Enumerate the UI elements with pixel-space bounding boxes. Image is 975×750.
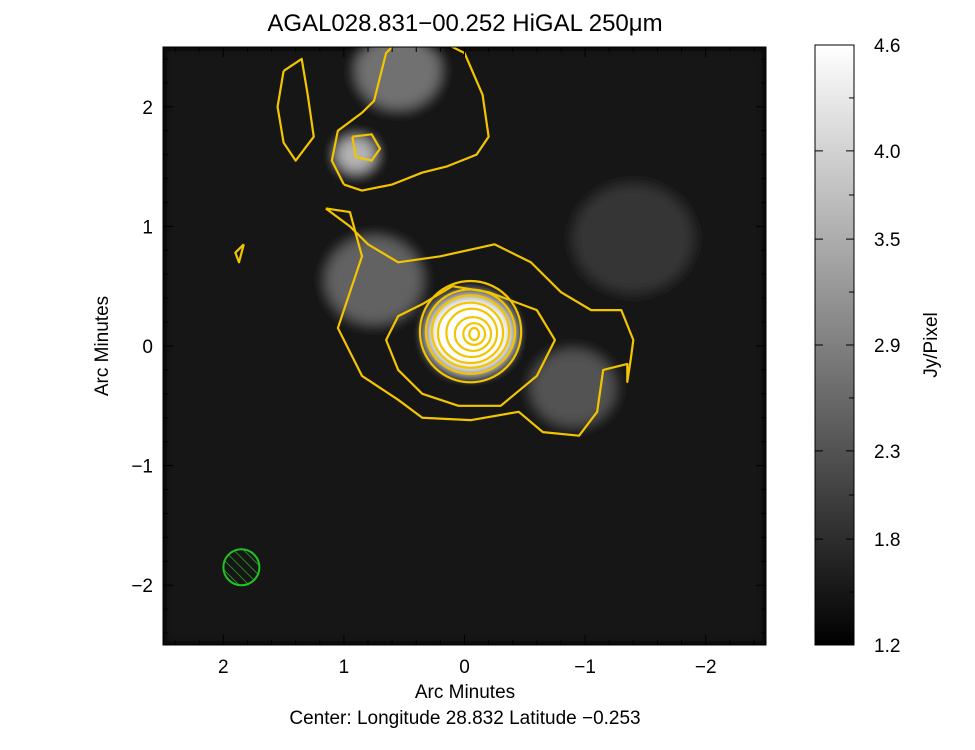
beam-layer <box>222 548 261 587</box>
x-axis-label: Arc Minutes <box>415 682 515 703</box>
heatmap-image <box>163 47 766 645</box>
contour-level <box>445 307 499 359</box>
contour-level <box>468 326 481 342</box>
contour-outer <box>325 207 635 437</box>
y-tick-label: 2 <box>142 98 153 119</box>
x-tick-label: −2 <box>695 657 717 678</box>
heatmap-feature <box>530 349 616 426</box>
chart-subtitle: Center: Longitude 28.832 Latitude −0.253 <box>289 708 640 729</box>
plot-area: 2 1 0 −1 −2 2 1 0 −1 −2 <box>131 46 767 678</box>
colorbar-tick-label: 2.3 <box>874 442 900 463</box>
x-tick-label: 1 <box>339 657 350 678</box>
x-tick-label: 2 <box>218 657 229 678</box>
heatmap-feature <box>355 47 441 109</box>
contour-level <box>424 288 517 375</box>
heatmap-feature <box>428 296 513 373</box>
colorbar-tick-label: 1.8 <box>874 530 900 551</box>
colorbar-tick-label: 4.6 <box>874 36 900 57</box>
contour-small <box>234 243 245 264</box>
colorbar-tick-label: 1.2 <box>874 636 900 657</box>
contour-level <box>430 294 511 369</box>
colorbar-tick-label: 3.5 <box>874 230 900 251</box>
contour-level <box>418 279 523 384</box>
y-tick-label: 1 <box>142 217 153 238</box>
contour-layer <box>234 47 635 437</box>
colorbar: 4.6 4.0 3.5 2.9 2.3 1.8 1.2 Jy/Pixel <box>814 36 942 657</box>
contour-level <box>462 322 487 346</box>
contour-knot <box>351 133 382 162</box>
y-tick-label: −2 <box>131 576 153 597</box>
y-axis-label: Arc Minutes <box>92 296 113 396</box>
x-tick-label: −1 <box>574 657 596 678</box>
chart-title: AGAL028.831−00.252 HiGAL 250μm <box>267 10 662 37</box>
contour-level <box>436 301 505 365</box>
colorbar-ticks: 4.6 4.0 3.5 2.9 2.3 1.8 1.2 <box>815 36 900 657</box>
axis-ticks: 2 1 0 −1 −2 2 1 0 −1 −2 <box>131 47 766 678</box>
y-tick-label: −1 <box>131 457 153 478</box>
contour-level <box>453 316 493 353</box>
colorbar-tick-label: 4.0 <box>874 142 900 163</box>
heatmap-feature <box>573 184 694 293</box>
heatmap-feature <box>325 236 423 324</box>
beam-marker <box>222 548 261 587</box>
colorbar-label: Jy/Pixel <box>921 312 942 377</box>
y-tick-label: 0 <box>142 337 153 358</box>
colorbar-tick-label: 2.9 <box>874 336 900 357</box>
x-tick-label: 0 <box>459 657 470 678</box>
contour-north-left <box>276 57 315 162</box>
